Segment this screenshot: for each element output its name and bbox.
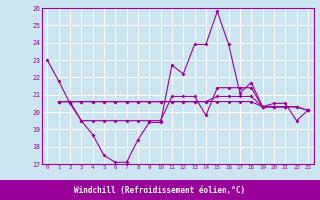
Text: Windchill (Refroidissement éolien,°C): Windchill (Refroidissement éolien,°C): [75, 186, 245, 196]
